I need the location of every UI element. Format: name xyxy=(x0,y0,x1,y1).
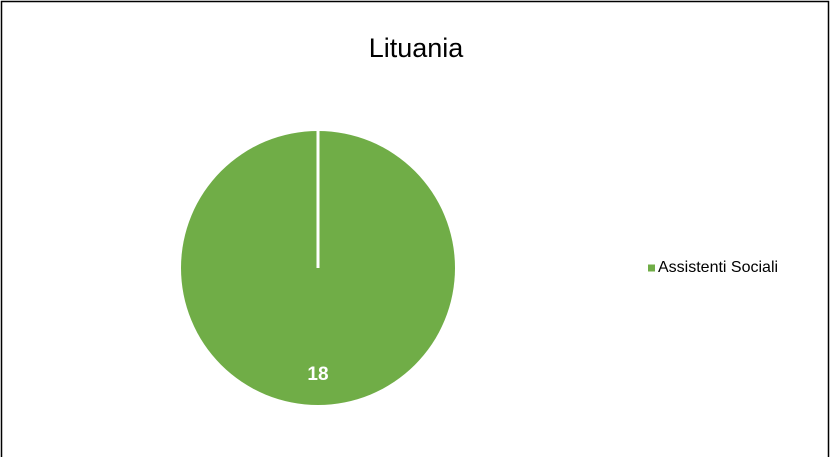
chart-title: Lituania xyxy=(369,33,465,63)
legend-swatch xyxy=(648,264,655,272)
legend-label: Assistenti Sociali xyxy=(658,259,778,276)
data-label: 18 xyxy=(307,364,328,385)
